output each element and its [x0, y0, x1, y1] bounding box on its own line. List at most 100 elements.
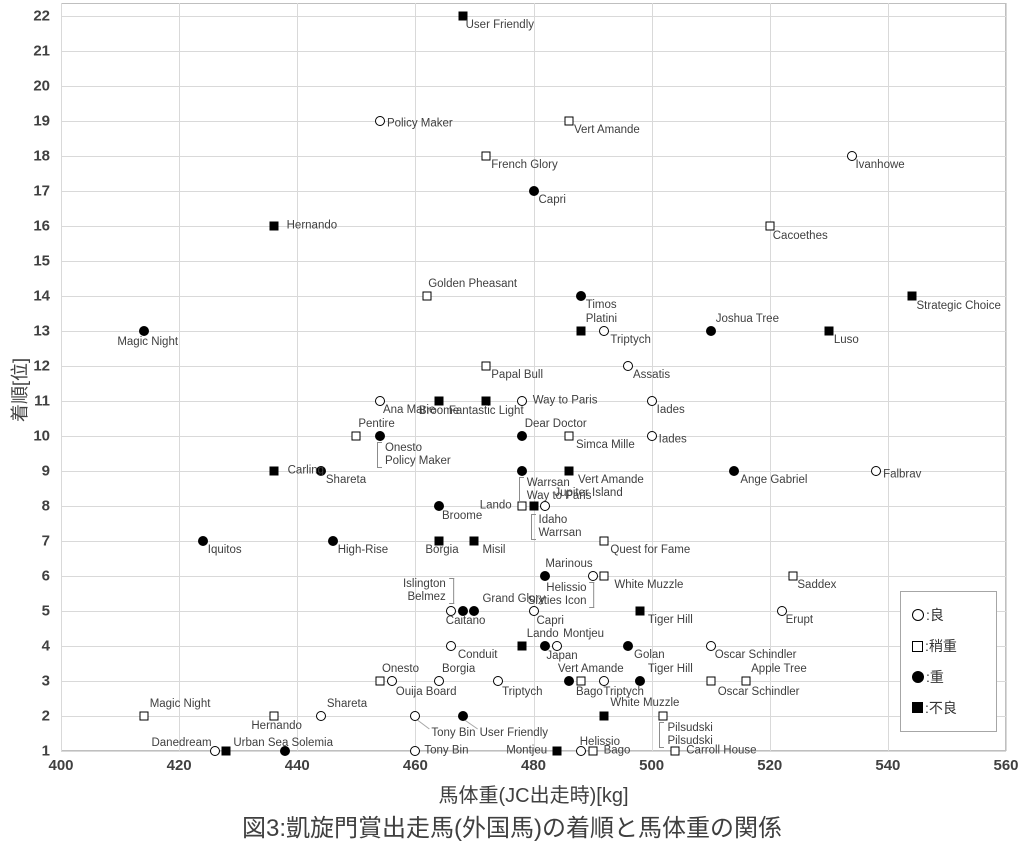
data-point-marker [528, 186, 539, 196]
y-tick-label: 9 [41, 462, 50, 480]
data-point-marker [646, 396, 657, 406]
data-point-marker [410, 746, 421, 756]
h-gridline [61, 681, 1006, 682]
data-point-label: Quest for Fame [610, 544, 691, 556]
legend: :良 :稍重 :重 :不良 [900, 591, 997, 732]
pair-label-lines: Onesto Policy Maker [385, 442, 451, 468]
pair-label-lines: Islington Belmez [403, 578, 446, 604]
data-point-marker [315, 466, 326, 476]
v-gridline [652, 3, 653, 751]
data-point-marker [445, 606, 456, 616]
data-point-label: Japan [546, 650, 578, 662]
h-gridline [61, 436, 1006, 437]
data-point-marker [776, 606, 787, 616]
data-point-label: Hernando [251, 720, 302, 732]
x-tick-label: 540 [875, 757, 901, 774]
data-point-label: Fantastic Light [448, 405, 524, 417]
data-point-label: Simca Mille [575, 439, 635, 451]
data-point-marker [599, 711, 609, 721]
open-square-legend-icon [912, 640, 923, 652]
data-point-label: Pilsudski [667, 735, 713, 747]
bracket-icon [518, 477, 524, 503]
y-tick-label: 10 [33, 427, 50, 445]
data-point-label: Urban Sea [233, 737, 289, 749]
y-tick-label: 7 [41, 532, 50, 550]
filled-circle-legend-icon [912, 670, 924, 683]
data-point-label: Carling [287, 464, 325, 477]
data-point-label: Tony Bin [424, 744, 469, 757]
data-point-marker [765, 221, 775, 231]
h-gridline [61, 121, 1006, 122]
y-tick-label: 3 [41, 672, 50, 690]
y-tick-label: 18 [33, 147, 50, 165]
h-gridline [61, 331, 1006, 332]
data-point-label: Cacoethes [772, 230, 828, 242]
data-point-label: Solemia [291, 737, 333, 749]
data-point-label: Grand Glory [482, 593, 546, 605]
data-point-label: Oscar Schindler [714, 649, 797, 661]
data-point-marker [221, 746, 231, 756]
data-point-marker [670, 746, 680, 756]
data-point-marker [375, 676, 385, 686]
data-point-label: Helissio [546, 582, 587, 594]
x-axis-title: 馬体重(JC出走時)[kg] [438, 785, 629, 807]
data-point-label: White Muzzle [614, 579, 684, 591]
data-point-marker [575, 746, 586, 756]
bracket-icon [659, 722, 665, 748]
data-point-label: Magic Night [117, 336, 179, 348]
data-point-label: Triptych [610, 334, 651, 346]
data-point-label: White Muzzle [610, 697, 680, 709]
y-tick-label: 21 [33, 42, 50, 60]
data-point-marker [588, 746, 598, 756]
data-point-label: Luso [833, 334, 859, 346]
y-tick-label: 5 [41, 602, 50, 620]
data-point-label: Saddex [797, 579, 837, 591]
data-point-marker [269, 711, 279, 721]
data-point-marker [540, 571, 551, 581]
x-tick-label: 520 [757, 757, 783, 774]
data-point-label: Borgia [425, 544, 459, 556]
open-circle-legend-icon [912, 609, 924, 622]
pair-label-lines: Pilsudski Pilsudski [667, 722, 712, 748]
v-gridline [61, 3, 62, 751]
x-tick-label: 440 [284, 757, 310, 774]
data-point-marker [209, 746, 220, 756]
data-point-pair-label: Pilsudski Pilsudski [659, 722, 713, 748]
v-gridline [534, 3, 535, 751]
pair-label-lines: Idaho Warrsan [539, 514, 582, 540]
data-point-label: Policy Maker [386, 117, 453, 130]
data-point-label: Papal Bull [491, 369, 544, 381]
data-point-marker [576, 326, 586, 336]
data-point-label: Dear Doctor [524, 418, 587, 430]
data-point-label: Hernando [286, 219, 338, 232]
data-point-marker [824, 326, 834, 336]
data-point-label: Ivanhowe [855, 159, 905, 171]
data-point-label: Falbrav [883, 468, 922, 481]
data-point-marker [374, 396, 385, 406]
data-point-label: Capri [536, 615, 564, 627]
y-tick-label: 19 [33, 112, 50, 130]
data-point-label: User Friendly [479, 727, 549, 739]
data-point-label: Erupt [785, 614, 814, 626]
data-point-marker [623, 361, 633, 371]
data-point-label: User Friendly [465, 19, 535, 31]
v-gridline [770, 3, 771, 751]
data-point-label: Strategic Choice [916, 300, 1001, 312]
data-point-label: Triptych [502, 686, 543, 698]
legend-label-heavy: :重 [926, 668, 944, 685]
data-point-pair-label: Islington Belmez [403, 578, 454, 604]
data-point-marker [635, 606, 645, 616]
y-tick-label: 14 [33, 287, 50, 305]
data-point-marker [564, 431, 574, 441]
h-gridline [61, 156, 1006, 157]
h-gridline [61, 646, 1006, 647]
data-point-marker [516, 466, 527, 476]
y-tick-label: 17 [33, 182, 50, 200]
data-point-label: Iquitos [207, 544, 242, 556]
data-point-marker [729, 466, 740, 476]
v-gridline [179, 3, 180, 751]
h-gridline [61, 401, 1006, 402]
y-tick-label: 12 [33, 357, 50, 375]
